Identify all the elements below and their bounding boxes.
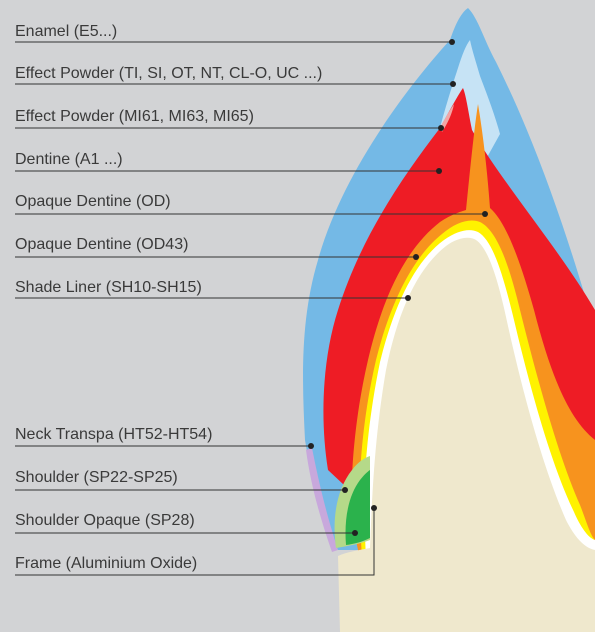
leader-dot-shade-liner: [405, 295, 411, 301]
neck-transpa-layer: [306, 448, 338, 552]
shoulder-opaque-layer: [345, 470, 370, 545]
leader-dot-neck-transpa: [308, 443, 314, 449]
label-shade-liner: Shade Liner (SH10-SH15): [15, 279, 202, 296]
label-neck-transpa: Neck Transpa (HT52-HT54): [15, 426, 212, 443]
label-opaque-dentine: Opaque Dentine (OD): [15, 193, 171, 210]
tooth-cross-section: [303, 8, 595, 632]
leader-dot-shoulder-opaque: [352, 530, 358, 536]
label-effect-powder: Effect Powder (TI, SI, OT, NT, CL-O, UC …: [15, 65, 322, 82]
stump: [338, 237, 595, 632]
label-shoulder-opaque: Shoulder Opaque (SP28): [15, 512, 195, 529]
layer-labels: Enamel (E5...) Effect Powder (TI, SI, OT…: [15, 23, 322, 572]
label-frame: Frame (Aluminium Oxide): [15, 555, 197, 572]
label-enamel: Enamel (E5...): [15, 23, 117, 40]
leader-dot-frame: [371, 505, 377, 511]
label-dentine: Dentine (A1 ...): [15, 151, 123, 168]
leader-frame: [15, 510, 375, 576]
leader-dot-shoulder: [342, 487, 348, 493]
leader-dot-effect-powder-mi: [438, 125, 444, 131]
leader-lines: [15, 39, 488, 576]
leader-dot-enamel: [449, 39, 455, 45]
leader-dot-opaque-dentine-od43: [413, 254, 419, 260]
label-shoulder: Shoulder (SP22-SP25): [15, 469, 178, 486]
leader-dot-effect-powder: [450, 81, 456, 87]
leader-dot-opaque-dentine: [482, 211, 488, 217]
label-opaque-dentine-od43: Opaque Dentine (OD43): [15, 236, 188, 253]
label-effect-powder-mi: Effect Powder (MI61, MI63, MI65): [15, 108, 254, 125]
effect-powder-mi-layer: [441, 104, 454, 132]
leader-dot-dentine: [436, 168, 442, 174]
